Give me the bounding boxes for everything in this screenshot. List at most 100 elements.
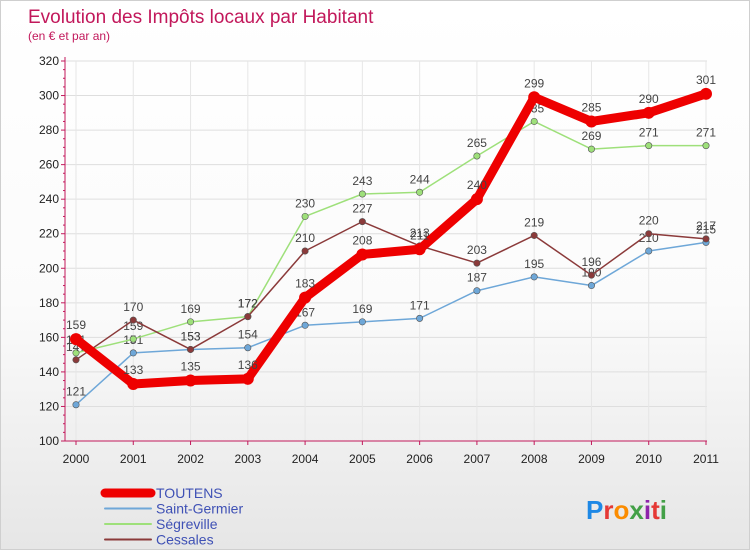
data-point [301, 212, 309, 220]
y-tick-label: 300 [39, 89, 59, 103]
data-point [129, 316, 137, 324]
x-tick-label: 2011 [693, 452, 719, 466]
data-point [645, 247, 653, 255]
data-point [70, 333, 82, 346]
data-point [473, 259, 481, 267]
data-label: 215 [696, 222, 716, 236]
data-label: 271 [639, 126, 659, 140]
data-label: 187 [467, 271, 487, 285]
data-label: 203 [467, 243, 487, 257]
x-axis-ticks: 2000 2001 2002 2003 2004 2005 2006 2007 2008 2009… [63, 441, 719, 466]
series-line [75, 220, 707, 361]
data-label: 211 [410, 228, 429, 242]
logo-letter: o [613, 495, 629, 525]
legend-entry: Cessales [156, 532, 214, 548]
data-label: 159 [66, 318, 86, 332]
data-label: 243 [352, 174, 372, 188]
data-label: 301 [696, 73, 716, 87]
data-point [358, 318, 366, 326]
data-point [301, 321, 309, 329]
data-point [129, 335, 137, 343]
x-tick-label: 2010 [635, 452, 662, 466]
legend-entry: Saint-Germier [156, 501, 243, 517]
data-point [241, 372, 254, 385]
y-tick-label: 280 [39, 123, 59, 137]
x-tick-label: 2006 [406, 452, 433, 466]
data-point [413, 243, 426, 256]
data-label: 271 [696, 126, 716, 140]
data-label: 290 [639, 92, 659, 106]
logo-letter: i [660, 495, 667, 525]
data-point [528, 91, 541, 104]
logo-letter: x [629, 495, 644, 525]
data-point [642, 106, 655, 119]
series-s-greville: 151159169172230243244265285269271271 [66, 101, 716, 357]
data-label: 213 [410, 226, 430, 240]
data-point [530, 231, 538, 239]
data-point [184, 374, 197, 387]
data-point [244, 344, 252, 352]
data-point [358, 218, 366, 226]
data-point [473, 152, 481, 160]
data-label: 153 [181, 329, 201, 343]
y-tick-label: 160 [39, 330, 59, 344]
data-point [645, 142, 653, 150]
x-tick-label: 2000 [63, 452, 90, 466]
data-point [530, 273, 538, 281]
series-line [75, 120, 707, 354]
proxiti-logo: Proxiti [586, 495, 667, 525]
data-label: 210 [295, 231, 315, 245]
data-point [299, 291, 312, 304]
data-point [187, 345, 195, 353]
legend-entry: TOUTENS [156, 485, 223, 501]
y-tick-label: 240 [39, 192, 59, 206]
data-point [416, 314, 424, 322]
data-point [244, 313, 252, 321]
y-tick-label: 100 [39, 434, 59, 448]
data-point [587, 271, 595, 279]
data-label: 196 [581, 255, 601, 269]
x-tick-label: 2003 [234, 452, 261, 466]
data-label: 135 [181, 360, 201, 374]
y-tick-label: 140 [39, 365, 59, 379]
series-line [71, 89, 711, 389]
data-point [301, 247, 309, 255]
data-point [72, 356, 80, 364]
series-group: 1211511531541671691711871951902102151511… [66, 73, 716, 409]
data-label: 230 [295, 196, 315, 210]
logo-letter: i [644, 495, 651, 525]
data-label: 169 [181, 302, 201, 316]
logo-letter: t [651, 495, 660, 525]
data-label: 169 [352, 302, 372, 316]
data-point [702, 142, 710, 150]
data-point [702, 235, 710, 243]
data-point [587, 145, 595, 153]
y-tick-label: 120 [39, 399, 59, 413]
data-label: 172 [238, 297, 258, 311]
logo-letter: r [603, 495, 613, 525]
y-tick-label: 320 [39, 54, 59, 68]
data-label: 136 [238, 358, 258, 372]
data-label: 240 [467, 178, 487, 192]
data-point [72, 349, 80, 357]
data-label: 121 [66, 385, 86, 399]
data-point [645, 230, 653, 238]
logo-text: Proxiti [586, 495, 667, 525]
x-tick-label: 2002 [177, 452, 204, 466]
data-label: 195 [524, 257, 544, 271]
x-tick-label: 2007 [464, 452, 491, 466]
x-tick-label: 2005 [349, 452, 376, 466]
data-label: 171 [410, 298, 430, 312]
x-tick-label: 2001 [120, 452, 147, 466]
data-label: 265 [467, 136, 487, 150]
y-tick-label: 180 [39, 296, 59, 310]
y-tick-label: 220 [39, 227, 59, 241]
data-label: 170 [123, 300, 143, 314]
legend-entry: Ségreville [156, 516, 218, 532]
y-tick-label: 200 [39, 261, 59, 275]
data-label: 227 [352, 202, 372, 216]
